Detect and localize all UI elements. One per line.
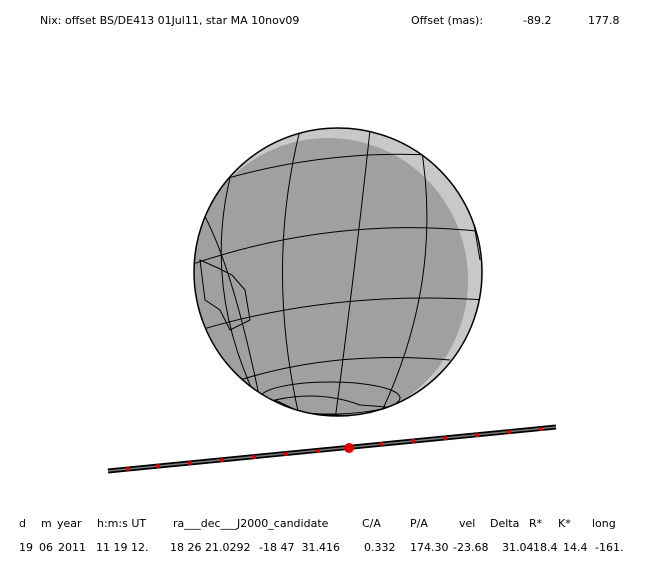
cell: 18 26 21.0292 <box>170 541 250 554</box>
cell: 19 <box>19 541 33 554</box>
column-header: d <box>19 517 26 530</box>
cell: -23.68 <box>453 541 488 554</box>
cell: 0.332 <box>364 541 396 554</box>
column-header: R* <box>529 517 543 530</box>
cell: 18.4 <box>533 541 558 554</box>
cell: 2011 <box>58 541 86 554</box>
column-header: long <box>592 517 616 530</box>
column-header: year <box>57 517 82 530</box>
offset-x: -89.2 <box>523 14 551 27</box>
cell: -18 47 31.416 <box>259 541 340 554</box>
cell: 11 19 12. <box>96 541 148 554</box>
cell: -161. <box>595 541 623 554</box>
column-header: vel <box>459 517 475 530</box>
column-header: m <box>41 517 52 530</box>
title: Nix: offset BS/DE413 01Jul11, star MA 10… <box>40 14 299 27</box>
column-header: C/A <box>362 517 381 530</box>
cell: 174.30 <box>410 541 449 554</box>
cell: 14.4 <box>563 541 588 554</box>
results-table: d m year h:m:s UT ra___dec___J2000_candi… <box>19 517 623 554</box>
globe <box>193 127 483 417</box>
column-header: Delta <box>490 517 519 530</box>
cell: 06 <box>39 541 53 554</box>
occultation-path <box>107 424 557 474</box>
cell: 31.04 <box>502 541 534 554</box>
column-header: ra___dec___J2000_candidate <box>173 517 329 530</box>
column-header: h:m:s UT <box>97 517 146 530</box>
offset-label: Offset (mas): <box>411 14 483 27</box>
column-header: P/A <box>410 517 428 530</box>
offset-y: 177.8 <box>588 14 620 27</box>
column-header: K* <box>558 517 571 530</box>
